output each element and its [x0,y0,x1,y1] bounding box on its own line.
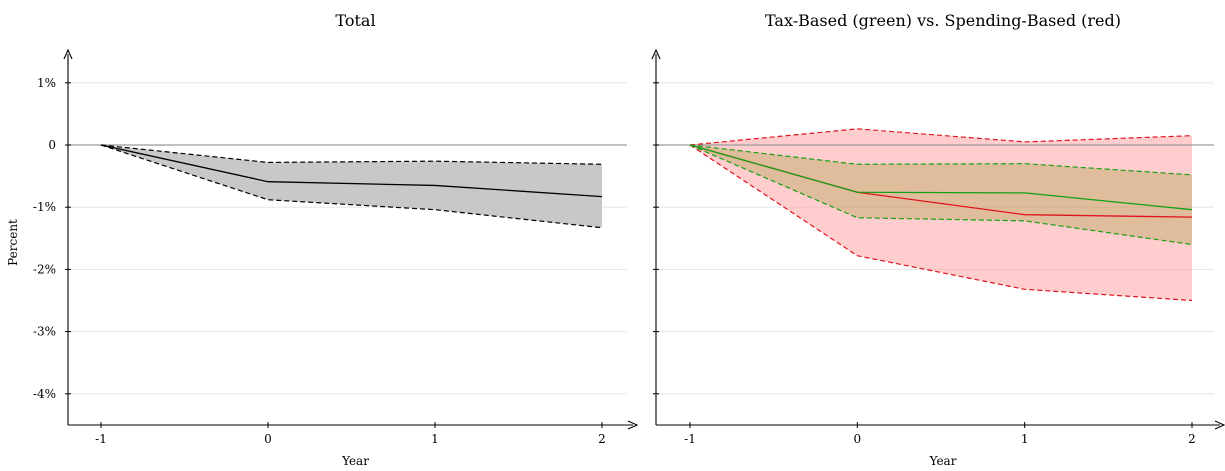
x-tick-label: 2 [598,432,606,446]
lower-bound-line [100,144,603,229]
y-tick-label: -1% [33,200,56,214]
y-tick-label: -4% [33,387,56,401]
upper-bound-line [689,144,1193,176]
lower-bound-line [689,144,1193,246]
chart-panel-1: 1% 0 -1% -2% -3% -4% -1 0 1 2 Total Year Percent [6,11,639,468]
y-tick-label: -2% [33,262,56,276]
x-axis-label: Year [341,454,369,468]
y-tick-label: 1% [37,76,56,90]
confidence-band [101,145,602,228]
y-axis-arrow [63,48,73,60]
upper-bound-line [100,144,603,165]
y-axis-label: Percent [6,219,20,266]
series-line [100,144,603,198]
y-axis-arrow [651,48,661,60]
x-tick-label: 1 [431,432,439,446]
x-axis-arrow [627,420,639,430]
y-tick-label: 0 [48,138,56,152]
x-tick-label: -1 [95,432,107,446]
x-tick-label: 2 [1188,432,1196,446]
x-tick-label: -1 [684,432,696,446]
x-axis-arrow [1214,420,1225,430]
y-tick-label: -3% [33,325,56,339]
series-line [689,144,1193,211]
upper-bound-line [689,128,1193,146]
x-axis-label: Year [929,454,957,468]
x-tick-label: 0 [264,432,272,446]
x-tick-label: 1 [1021,432,1029,446]
lower-bound-line [689,144,1193,302]
confidence-band [690,145,1192,245]
chart-title: Tax-Based (green) vs. Spending-Based (re… [765,11,1121,30]
chart-title: Total [335,11,375,30]
x-tick-label: 0 [854,432,862,446]
confidence-band [690,128,1192,301]
chart-panel-2: -1 0 1 2 Tax-Based (green) vs. Spending-Base… [651,11,1225,468]
